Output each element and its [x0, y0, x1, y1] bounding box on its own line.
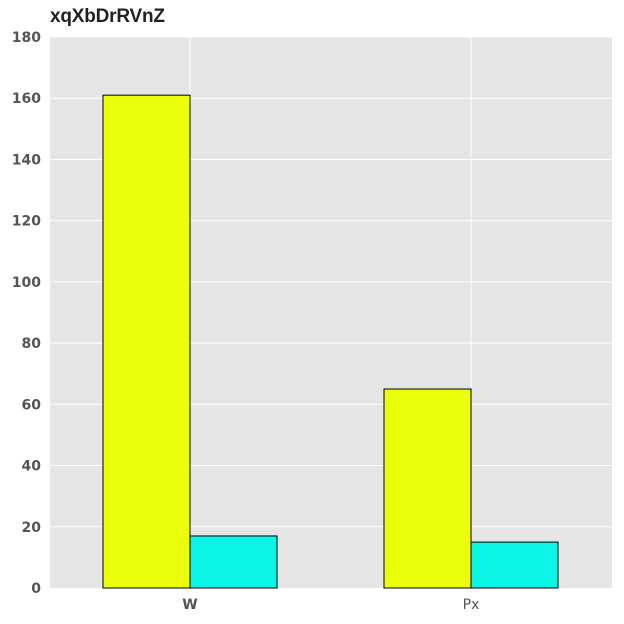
y-tick-label: 40	[22, 459, 42, 475]
bar	[470, 541, 559, 589]
x-tick-label: Px	[463, 597, 480, 613]
bar	[383, 388, 472, 589]
y-tick-label: 0	[31, 581, 41, 597]
y-tick-label: 20	[22, 520, 42, 536]
y-tick-label: 60	[22, 397, 42, 413]
x-tick-label: W	[182, 597, 197, 613]
bar	[102, 94, 191, 589]
bar	[189, 535, 278, 589]
y-tick-label: 140	[12, 152, 41, 168]
y-tick-label: 120	[12, 214, 41, 230]
y-tick-label: 100	[12, 275, 41, 291]
y-tick-label: 160	[12, 91, 41, 107]
y-tick-label: 180	[12, 30, 41, 46]
chart-title: xqXbDrRVnZ	[50, 6, 165, 27]
y-tick-label: 80	[22, 336, 42, 352]
